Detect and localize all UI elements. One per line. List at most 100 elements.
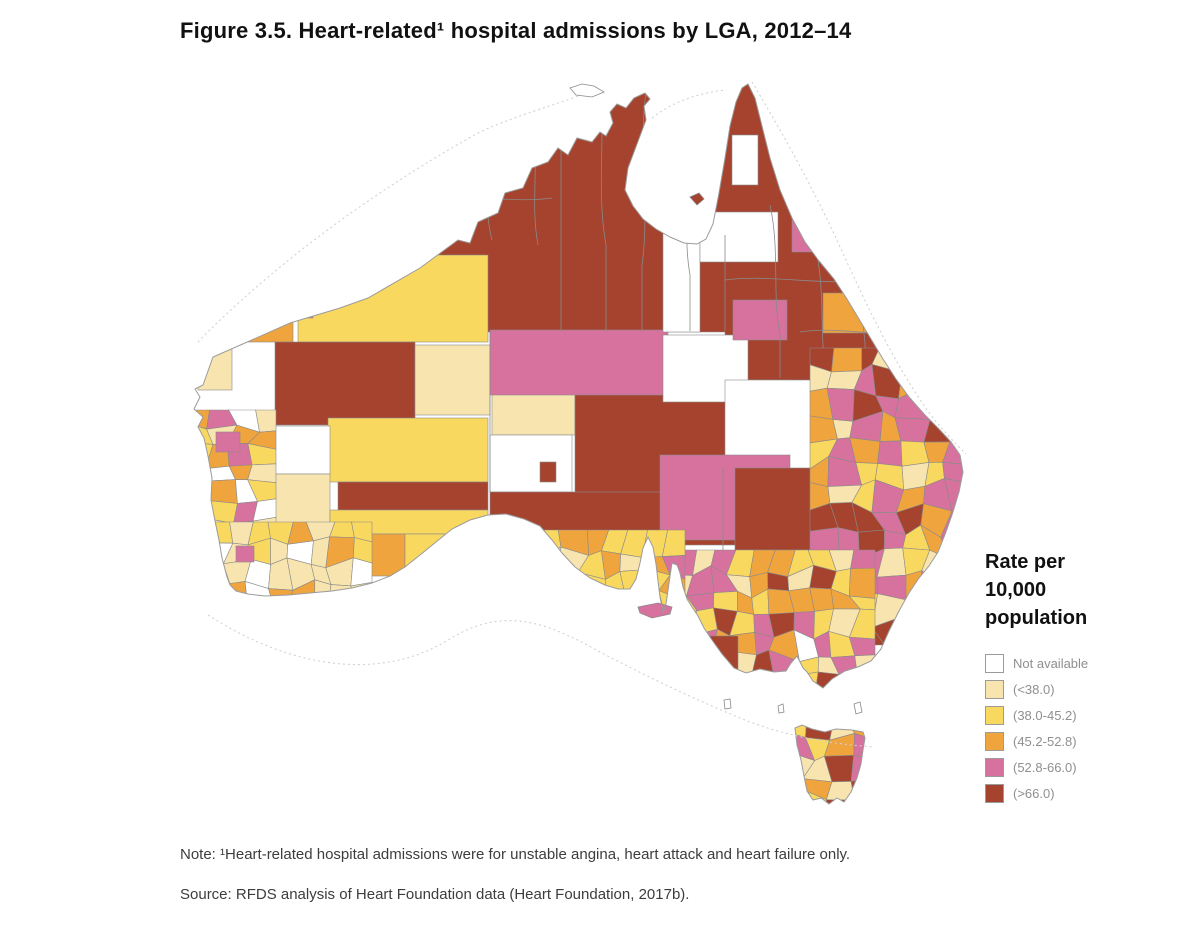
legend-label: Not available xyxy=(1013,656,1089,671)
lga-cell xyxy=(731,694,751,720)
lga-region-mandurah-pink xyxy=(235,545,255,563)
lga-cell xyxy=(610,696,631,720)
map-legend: Rate per 10,000 population Not available… xyxy=(985,548,1155,810)
lga-cell xyxy=(921,616,955,646)
lga-cell xyxy=(603,634,630,663)
lga-cell xyxy=(949,622,963,646)
lga-cell xyxy=(730,675,752,688)
lga-cell xyxy=(515,529,540,558)
lga-cell xyxy=(495,549,521,580)
figure-source: Source: RFDS analysis of Heart Foundatio… xyxy=(180,886,690,903)
lga-cell xyxy=(627,628,653,661)
lga-cell xyxy=(664,611,686,646)
lga-cell xyxy=(939,570,963,602)
lga-cell xyxy=(268,588,294,606)
lga-cell xyxy=(479,529,496,554)
lga-cell xyxy=(942,436,963,466)
lga-cell xyxy=(668,640,686,663)
mainland-coastline xyxy=(193,83,964,689)
lga-cell xyxy=(557,570,579,601)
lga-cell xyxy=(479,633,502,663)
mosaic-zone-sw-wa-coast xyxy=(194,409,277,541)
lga-cell xyxy=(497,613,525,639)
lga-region-capeyork-white xyxy=(699,211,779,263)
lga-cell xyxy=(919,367,952,401)
lga-cell xyxy=(950,347,963,373)
island-tiwi-islands xyxy=(569,83,605,98)
island-groote-eylandt xyxy=(689,192,705,206)
lga-cell xyxy=(921,593,951,624)
legend-swatch xyxy=(985,680,1004,699)
lga-cell xyxy=(877,440,903,467)
lga-region-channel-pink xyxy=(732,299,788,341)
lga-cell xyxy=(627,655,648,684)
lga-cell xyxy=(619,553,650,572)
lga-cell xyxy=(673,677,696,688)
lga-cell xyxy=(350,557,373,587)
lga-cell xyxy=(686,650,713,680)
lga-cell xyxy=(747,675,776,688)
lga-cell xyxy=(709,676,734,688)
lga-cell xyxy=(826,799,857,804)
lga-cell xyxy=(815,696,840,720)
lga-cell xyxy=(943,367,963,401)
legend-title: Rate per 10,000 population xyxy=(985,551,1088,629)
lga-cell xyxy=(850,778,865,801)
lga-cell xyxy=(649,615,677,634)
lga-cell xyxy=(850,693,875,720)
lga-border-line xyxy=(769,204,781,378)
lga-cell xyxy=(255,409,277,433)
lga-cell xyxy=(831,347,863,373)
lga-region-gingin-pink xyxy=(215,431,241,453)
legend-item: Not available xyxy=(985,654,1155,673)
lga-region-gascoyne-red xyxy=(274,341,416,426)
lga-region-maralinga-white xyxy=(489,434,573,493)
lga-cell xyxy=(946,416,963,443)
australia-choropleth-map xyxy=(193,81,967,805)
lga-region-goldfields-yellow-n xyxy=(327,417,489,483)
lga-cell xyxy=(603,611,628,645)
lga-region-apy-pink-band xyxy=(489,329,669,396)
maritime-dashed-line xyxy=(207,614,876,748)
lga-cell xyxy=(854,791,865,804)
lga-region-ashburton-orange xyxy=(219,296,294,343)
figure-title: Figure 3.5. Heart-related¹ hospital admi… xyxy=(180,18,852,43)
legend-swatch xyxy=(985,784,1004,803)
lga-cell xyxy=(537,570,568,595)
lga-region-qld-coast-pink xyxy=(791,191,813,253)
lga-cell xyxy=(207,583,231,606)
lga-cell xyxy=(618,611,645,637)
island-hunter-island xyxy=(777,703,785,714)
lga-cell xyxy=(921,570,944,602)
lga-cell xyxy=(207,500,238,524)
legend-item: (52.8-66.0) xyxy=(985,758,1155,777)
lga-cell xyxy=(939,556,963,584)
lga-region-qld-central-orange xyxy=(822,292,884,334)
lga-cell xyxy=(849,679,876,688)
lga-cell xyxy=(557,634,588,663)
lga-cell xyxy=(766,675,796,688)
lga-cell xyxy=(642,635,670,663)
lga-cell xyxy=(791,696,819,720)
lga-cell xyxy=(667,610,698,638)
lga-cell xyxy=(692,694,712,720)
lga-region-capeyork-white-2 xyxy=(731,134,759,186)
lga-region-coorong-red xyxy=(697,635,739,688)
map-area xyxy=(180,80,980,840)
lga-cell xyxy=(609,679,634,688)
tasmania-coastline xyxy=(794,724,866,805)
legend-swatch xyxy=(985,732,1004,751)
lga-cell xyxy=(920,347,952,378)
lga-cell xyxy=(537,590,568,622)
legend-swatch xyxy=(985,706,1004,725)
lga-cell xyxy=(609,630,633,657)
mosaic-zone-vic xyxy=(609,549,876,720)
lga-cell xyxy=(647,628,677,661)
lga-cell xyxy=(942,461,963,484)
lga-cell xyxy=(849,567,876,599)
lga-cell xyxy=(790,671,819,688)
legend-swatch xyxy=(985,758,1004,777)
mosaic-zone-sw-wa-south xyxy=(207,521,373,606)
legend-item: (<38.0) xyxy=(985,680,1155,699)
